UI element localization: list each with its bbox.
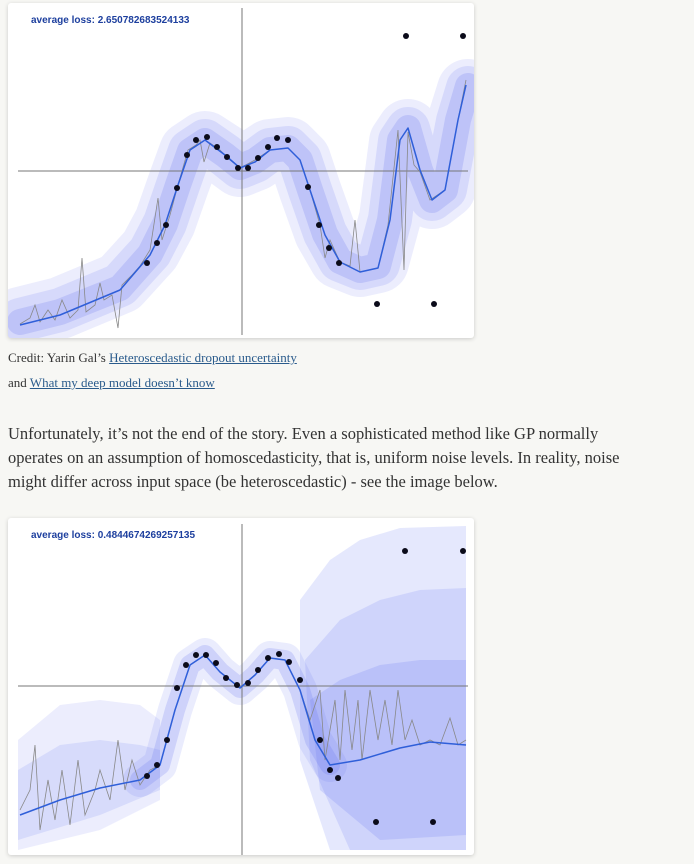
- figure-card: average loss: 0.4844674269257135: [8, 518, 474, 855]
- link[interactable]: What my deep model doesn’t know: [29, 375, 215, 390]
- observations: [144, 548, 466, 825]
- caption-line: Credit: Yarin Gal’s Heteroscedastic drop…: [8, 350, 297, 366]
- paragraph-line: Unfortunately, it’s not the end of the s…: [8, 424, 599, 443]
- figure-plot: average loss: 2.650782683524133: [8, 8, 474, 338]
- paragraph: Unfortunately, it’s not the end of the s…: [8, 422, 692, 494]
- observations: [144, 33, 466, 307]
- link[interactable]: Heteroscedastic dropout uncertainty: [109, 350, 297, 365]
- caption-text: Credit: Yarin Gal’s: [8, 350, 106, 365]
- caption-line: and What my deep model doesn’t know: [8, 375, 215, 391]
- paragraph-line: operates on an assumption of homoscedast…: [8, 448, 620, 467]
- paragraph-line: might differ across input space (be hete…: [8, 472, 498, 491]
- caption-text: and: [8, 375, 27, 390]
- loss-label: average loss: 2.650782683524133: [31, 15, 190, 26]
- uncertainty-bands: [18, 526, 466, 850]
- figure-card: average loss: 2.650782683524133: [8, 3, 474, 338]
- mean-line: [19, 84, 467, 326]
- figure-plot: average loss: 0.4844674269257135: [18, 524, 468, 855]
- loss-label: average loss: 0.4844674269257135: [31, 530, 195, 541]
